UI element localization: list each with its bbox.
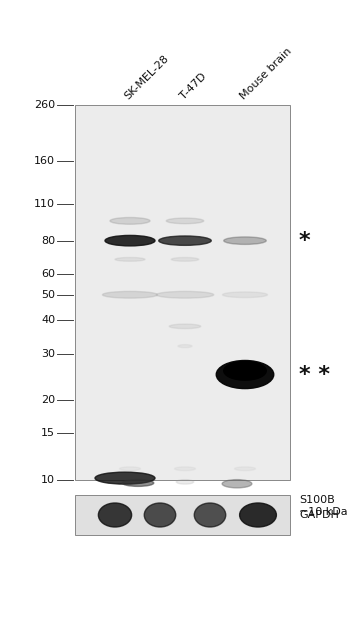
Ellipse shape <box>156 291 214 298</box>
Text: * *: * * <box>299 364 330 384</box>
Ellipse shape <box>159 236 211 246</box>
Text: 20: 20 <box>41 395 55 405</box>
Ellipse shape <box>240 503 277 527</box>
Text: 260: 260 <box>34 100 55 110</box>
Text: Mouse brain: Mouse brain <box>238 46 293 102</box>
Bar <box>75 495 290 535</box>
Ellipse shape <box>224 361 266 380</box>
Bar <box>75 105 290 480</box>
Text: 80: 80 <box>41 236 55 246</box>
Ellipse shape <box>144 503 176 527</box>
Ellipse shape <box>103 291 157 298</box>
Ellipse shape <box>166 218 204 224</box>
Text: GAPDH: GAPDH <box>299 510 339 520</box>
Ellipse shape <box>235 467 256 471</box>
Text: 50: 50 <box>41 290 55 300</box>
Ellipse shape <box>115 258 145 261</box>
Ellipse shape <box>171 258 199 261</box>
Ellipse shape <box>178 344 192 348</box>
Ellipse shape <box>216 361 274 389</box>
Text: *: * <box>299 231 311 251</box>
Text: 110: 110 <box>34 199 55 209</box>
Text: 40: 40 <box>41 316 55 326</box>
Ellipse shape <box>110 217 150 224</box>
Ellipse shape <box>105 236 155 246</box>
Ellipse shape <box>194 503 226 527</box>
Ellipse shape <box>222 479 252 488</box>
Ellipse shape <box>169 324 201 329</box>
Ellipse shape <box>99 503 132 527</box>
Text: 30: 30 <box>41 349 55 359</box>
Ellipse shape <box>122 479 154 486</box>
Ellipse shape <box>119 467 140 471</box>
Text: T-47D: T-47D <box>178 72 208 102</box>
Text: 160: 160 <box>34 156 55 166</box>
Text: S100B
~10 kDa: S100B ~10 kDa <box>299 495 348 518</box>
Text: 60: 60 <box>41 269 55 279</box>
Text: 10: 10 <box>41 475 55 485</box>
Ellipse shape <box>174 467 196 471</box>
Ellipse shape <box>222 292 268 297</box>
Ellipse shape <box>224 237 266 244</box>
Ellipse shape <box>95 472 155 484</box>
Text: 15: 15 <box>41 428 55 438</box>
Ellipse shape <box>176 479 194 484</box>
Text: SK-MEL-28: SK-MEL-28 <box>123 54 171 102</box>
